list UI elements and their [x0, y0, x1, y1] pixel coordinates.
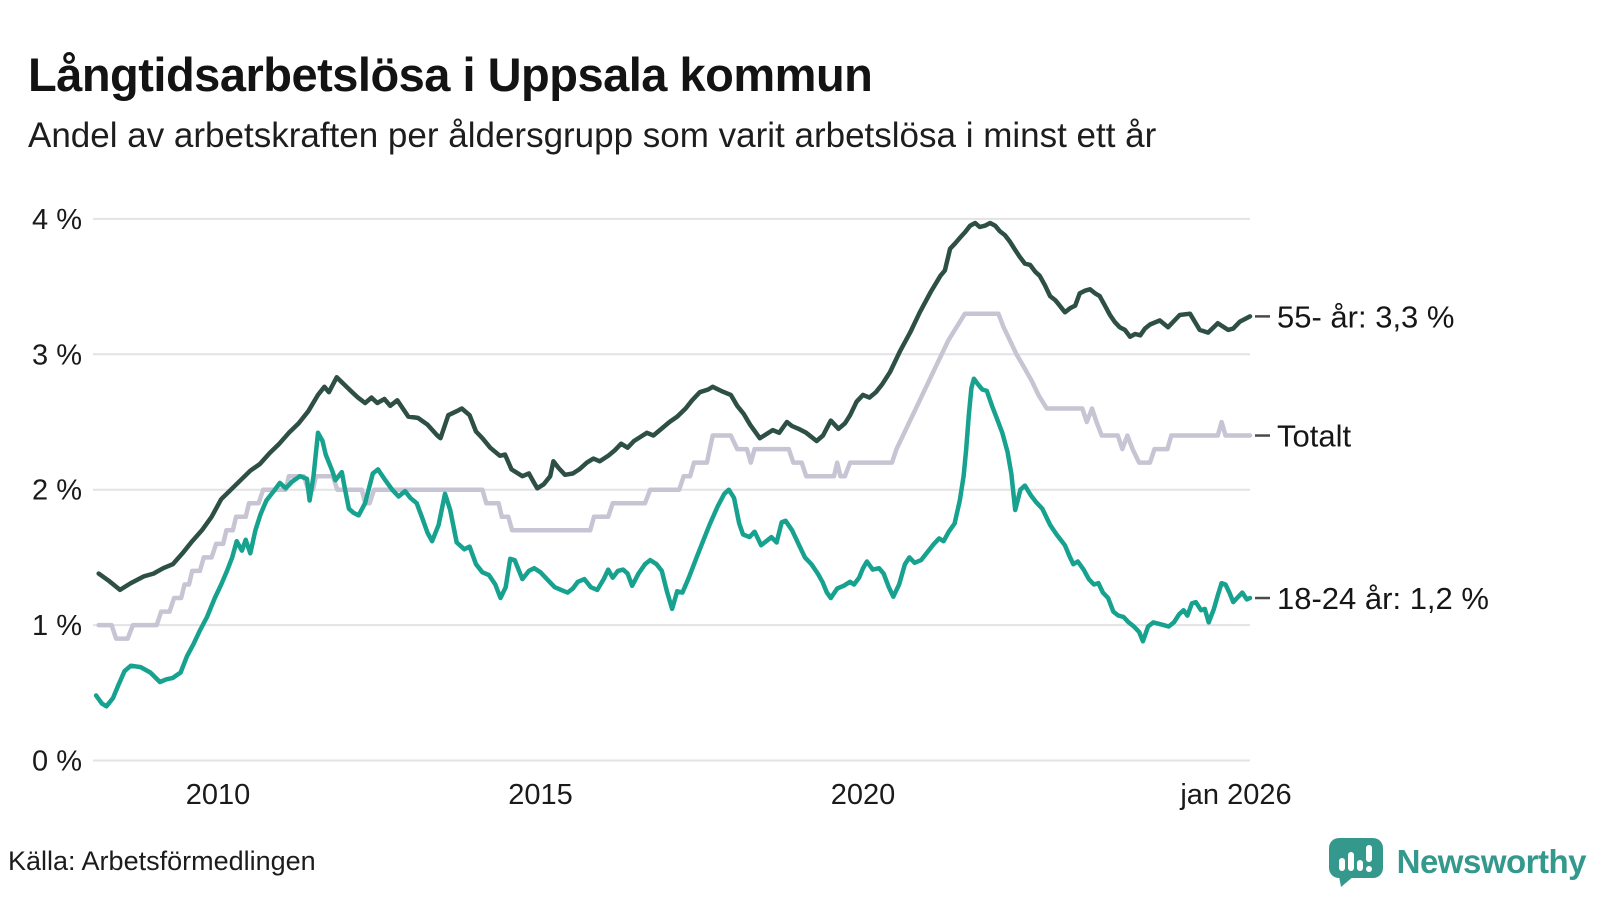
- newsworthy-branding: Newsworthy: [1327, 836, 1587, 888]
- series-line-55-r: [96, 220, 1253, 593]
- series-end-label-totalt: Totalt: [1277, 419, 1351, 454]
- series-line-totalt: [96, 311, 1253, 641]
- x-tick-label: 2015: [508, 779, 573, 811]
- series-end-label-18-24-r: 18-24 år: 1,2 %: [1277, 581, 1489, 616]
- y-tick-label: 3 %: [32, 339, 82, 371]
- y-tick-label: 4 %: [32, 204, 82, 236]
- page-title: Långtidsarbetslösa i Uppsala kommun: [28, 48, 873, 102]
- y-tick-label: 1 %: [32, 610, 82, 642]
- y-tick-label: 2 %: [32, 475, 82, 507]
- x-tick-label: 2020: [831, 779, 896, 811]
- series-end-label-55-r: 55- år: 3,3 %: [1277, 299, 1454, 334]
- x-tick-label: jan 2026: [1179, 779, 1291, 811]
- y-tick-label: 0 %: [32, 746, 82, 778]
- series-line-18-24-r: [93, 376, 1253, 709]
- newsworthy-logo-icon: [1328, 838, 1383, 887]
- chart-subtitle: Andel av arbetskraften per åldersgrupp s…: [28, 116, 1157, 155]
- source-note: Källa: Arbetsförmedlingen: [8, 846, 316, 876]
- x-tick-label: 2010: [186, 779, 251, 811]
- newsworthy-logo-text: Newsworthy: [1396, 843, 1587, 880]
